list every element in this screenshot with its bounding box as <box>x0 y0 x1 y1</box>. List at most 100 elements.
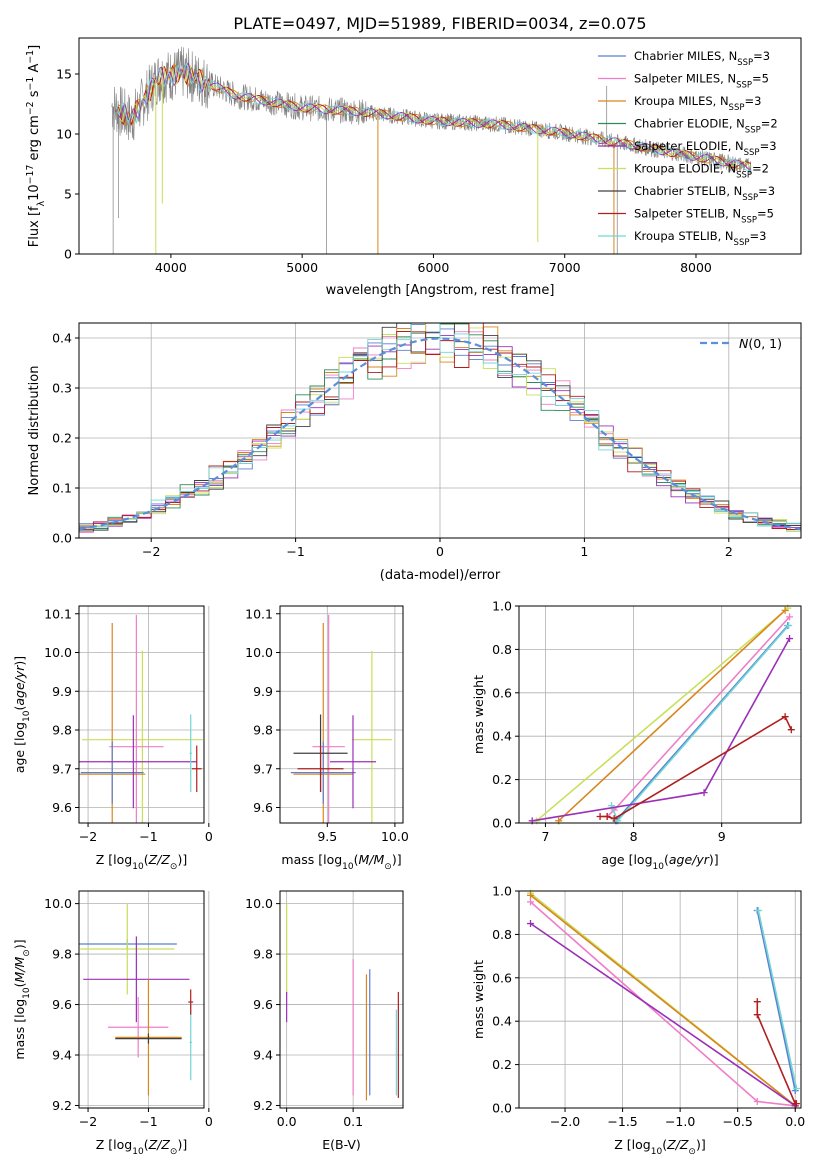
residuals-panel: −2 −1 0 1 2 0.0 0.1 0.2 0.3 0.4 (data-model)/error… <box>27 322 802 583</box>
x-tick-label: 7000 <box>549 260 581 275</box>
y-tick-label: 9.8 <box>52 723 72 738</box>
y-tick-label: 0.2 <box>52 431 72 446</box>
y-tick-label: 0.2 <box>492 772 512 787</box>
x-axis-label: mass [log10(M/M⊙)] <box>281 852 401 872</box>
legend-entry: Kroupa ELODIE, NSSP=2 <box>634 162 769 181</box>
x-tick-label: 5000 <box>286 260 318 275</box>
observed-spectrum <box>111 46 752 175</box>
x-tick-label: 4000 <box>155 260 187 275</box>
model-spectrum <box>115 64 751 169</box>
mass-weight-line <box>756 910 796 1091</box>
x-axis-label: Z [log10(Z/Z⊙)] <box>96 1137 187 1157</box>
y-tick-label: 9.6 <box>253 997 273 1012</box>
y-tick-label: 10.1 <box>245 606 273 621</box>
y-tick-label: 0.1 <box>52 481 72 496</box>
plot-area <box>527 889 800 1110</box>
model-spectrum <box>115 62 751 172</box>
legend-entry: Salpeter MILES, NSSP=5 <box>634 72 769 91</box>
x-axis-label: age [log10(age/yr)] <box>601 852 718 872</box>
y-tick-label: 0.4 <box>52 331 72 346</box>
y-tick-label: 10.1 <box>44 606 72 621</box>
y-tick-label: 10.0 <box>44 896 72 911</box>
x-tick-label: −1 <box>139 1114 157 1129</box>
x-tick-label: 8000 <box>680 260 712 275</box>
mass-weight-marker <box>753 998 761 1006</box>
y-tick-label: 15 <box>56 67 72 82</box>
mass-weight-marker <box>781 713 789 721</box>
y-tick-label: 0.4 <box>492 729 512 744</box>
plot-area <box>79 614 203 823</box>
y-tick-label: 0.8 <box>492 642 512 657</box>
y-tick-label: 9.7 <box>253 761 273 776</box>
mass-weight-marker <box>603 812 611 820</box>
x-tick-label: 8 <box>630 829 638 844</box>
y-tick-label: 0.6 <box>492 685 512 700</box>
model-spectrum <box>115 62 751 171</box>
x-tick-label: −2.0 <box>550 1114 580 1129</box>
mass-weight-line <box>532 638 791 822</box>
y-tick-label: 1.0 <box>492 599 512 614</box>
mass-weight-marker <box>527 898 535 906</box>
mass-weight-marker <box>786 635 794 643</box>
y-tick-label: 0.3 <box>52 381 72 396</box>
y-tick-label: 9.6 <box>253 800 273 815</box>
y-tick-label: 0.0 <box>492 816 512 831</box>
mass-weight-marker <box>527 891 535 899</box>
axes-frame <box>279 605 404 824</box>
plot-area <box>111 46 752 254</box>
y-tick-label: 0.8 <box>492 927 512 942</box>
mass-weight-line <box>756 1001 797 1105</box>
y-tick-label: 0.0 <box>52 531 72 546</box>
axes-frame <box>518 890 802 1109</box>
x-tick-label: 0 <box>205 1114 213 1129</box>
x-tick-label: 7 <box>541 829 549 844</box>
age-vs-metallicity-panel: −2 −1 0 9.6 9.7 9.8 9.9 10.0 10.1 Z [log10(Z/Z⊙)]… <box>12 605 213 872</box>
mass-weight-marker <box>753 1097 761 1105</box>
legend-entry: Chabrier MILES, NSSP=3 <box>634 49 770 68</box>
mass-vs-metallicity-panel: −2 −1 0 9.2 9.4 9.6 9.8 10.0 Z [log10(Z/Z⊙)] mass… <box>12 890 213 1157</box>
x-tick-label: −2 <box>79 829 97 844</box>
x-tick-label: −2 <box>142 544 160 559</box>
mass-weight-marker <box>527 920 535 928</box>
mass-weight-marker <box>792 1100 800 1108</box>
x-tick-label: 0.0 <box>277 1114 297 1129</box>
y-tick-label: 1.0 <box>492 884 512 899</box>
x-tick-label: −1.5 <box>607 1114 637 1129</box>
plot-area <box>528 604 795 825</box>
x-tick-label: −1.0 <box>665 1114 695 1129</box>
y-tick-label: 9.4 <box>253 1048 273 1063</box>
mass-weight-line <box>610 624 790 823</box>
legend-entry: Salpeter ELODIE, NSSP=3 <box>634 139 777 158</box>
mass-weight-marker <box>596 812 604 820</box>
y-axis-label: age [log10(age/yr)] <box>12 656 32 773</box>
y-tick-label: 9.7 <box>52 761 72 776</box>
mass-weight-line <box>536 607 789 822</box>
mass-weight-marker <box>754 907 762 915</box>
legend-entry: Kroupa MILES, NSSP=3 <box>634 94 761 113</box>
y-tick-label: 0.6 <box>492 970 512 985</box>
legend-entry: Chabrier STELIB, NSSP=3 <box>634 184 775 203</box>
axes-frame <box>78 605 205 824</box>
x-tick-label: 1 <box>580 544 588 559</box>
figure-title: PLATE=0497, MJD=51989, FIBERID=0034, z=0… <box>233 14 646 33</box>
y-axis-label: Normed distribution <box>27 366 42 496</box>
y-axis-label: mass weight <box>471 675 486 754</box>
y-tick-label: 10.0 <box>44 645 72 660</box>
y-tick-label: 9.6 <box>52 800 72 815</box>
legend-entry: Kroupa STELIB, NSSP=3 <box>634 229 766 248</box>
x-tick-label: 0 <box>436 544 444 559</box>
x-axis-label: (data-model)/error <box>380 568 501 583</box>
y-axis-label: mass [log10(M/M⊙)] <box>12 939 32 1059</box>
x-axis-label: Z [log10(Z/Z⊙)] <box>614 1137 705 1157</box>
axes-frame <box>78 890 205 1109</box>
x-tick-label: −1 <box>139 829 157 844</box>
residual-histogram <box>79 323 801 529</box>
x-tick-label: 10.0 <box>381 829 409 844</box>
x-tick-label: −1 <box>286 544 304 559</box>
axes-frame <box>518 605 802 824</box>
x-axis-label: E(B-V) <box>322 1137 361 1152</box>
mass-weight-marker <box>786 613 794 621</box>
mass-weight-marker <box>787 726 795 734</box>
massweight-vs-age-panel: 7 8 9 0.0 0.2 0.4 0.6 0.8 1.0 age [log10(age/yr)]… <box>471 599 802 872</box>
